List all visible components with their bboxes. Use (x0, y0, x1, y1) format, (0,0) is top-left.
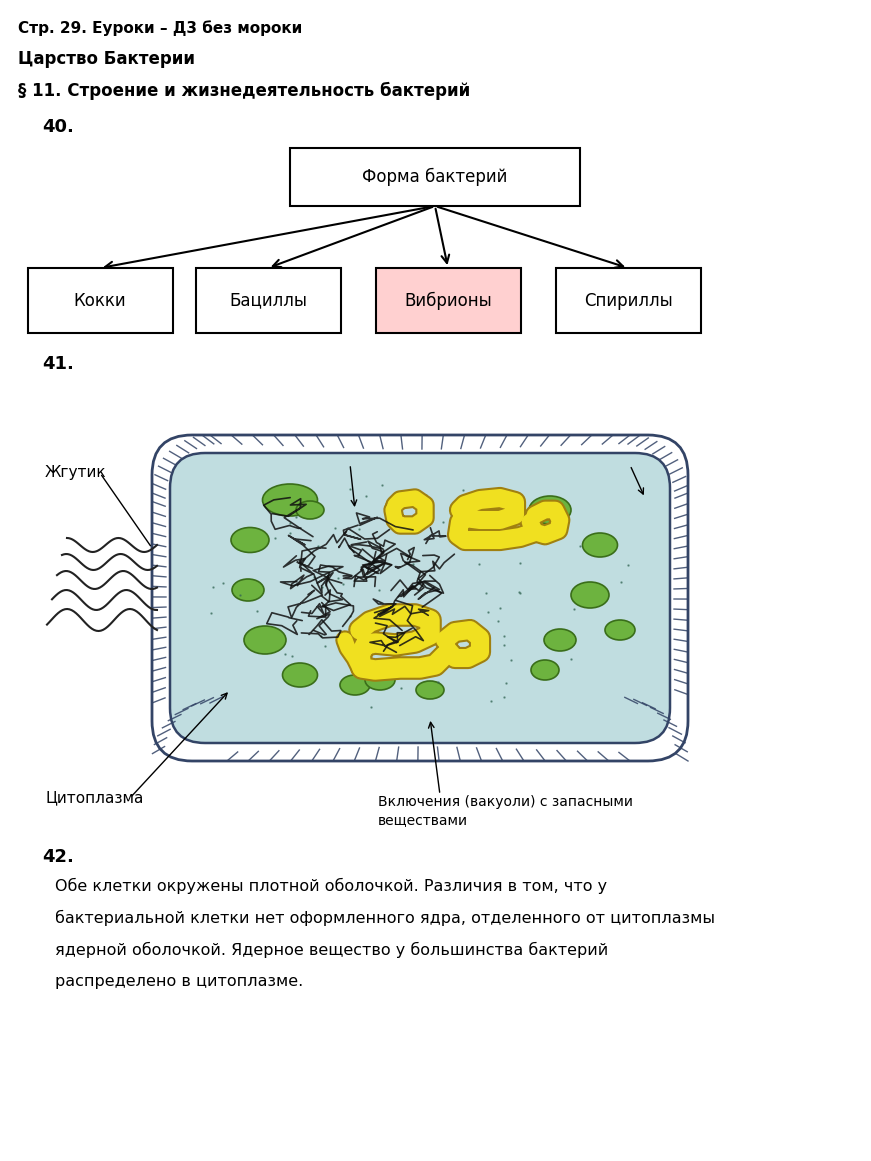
Bar (375, 268, 521, 333)
Text: Стр. 29. Еуроки – Д3 без мороки: Стр. 29. Еуроки – Д3 без мороки (18, 20, 302, 36)
Ellipse shape (416, 682, 444, 699)
Text: 42.: 42. (42, 848, 74, 866)
Ellipse shape (244, 626, 286, 654)
Ellipse shape (296, 502, 324, 519)
Ellipse shape (365, 670, 395, 690)
Text: Вибрионы: Вибрионы (404, 291, 492, 310)
Text: Форма бактерий: Форма бактерий (362, 168, 508, 186)
Text: Оболочка: Оболочка (580, 455, 658, 470)
Text: Спириллы: Спириллы (584, 291, 672, 310)
Bar (556, 268, 700, 333)
Ellipse shape (262, 484, 318, 515)
Ellipse shape (605, 620, 635, 640)
Text: Обе клетки окружены плотной оболочкой. Различия в том, что у: Обе клетки окружены плотной оболочкой. Р… (55, 878, 607, 894)
Text: Бациллы: Бациллы (229, 291, 307, 310)
Text: Включения (вакуоли) с запасными: Включения (вакуоли) с запасными (378, 795, 633, 809)
Ellipse shape (583, 533, 618, 557)
Text: Кокки: Кокки (74, 291, 126, 310)
Text: веществами: веществами (378, 813, 468, 827)
Ellipse shape (231, 527, 269, 553)
Ellipse shape (232, 579, 264, 601)
Ellipse shape (529, 496, 571, 524)
Ellipse shape (544, 629, 576, 651)
Bar (195, 268, 341, 333)
Ellipse shape (340, 675, 370, 695)
Text: Жгутик: Жгутик (45, 466, 106, 479)
Ellipse shape (531, 659, 559, 680)
Bar (290, 147, 580, 205)
FancyBboxPatch shape (170, 453, 670, 743)
Text: 41.: 41. (42, 355, 74, 373)
Text: ядерной оболочкой. Ядерное вещество у большинства бактерий: ядерной оболочкой. Ядерное вещество у бо… (55, 942, 608, 958)
Text: Цитоплазма: Цитоплазма (45, 789, 144, 805)
Ellipse shape (282, 663, 318, 687)
Text: Ядерное вещество: Ядерное вещество (282, 455, 435, 470)
Bar (28, 268, 172, 333)
Text: 40.: 40. (42, 118, 74, 136)
FancyBboxPatch shape (152, 435, 688, 760)
Text: Царство Бактерии: Царство Бактерии (18, 50, 195, 68)
Text: распределено в цитоплазме.: распределено в цитоплазме. (55, 974, 303, 989)
Ellipse shape (571, 582, 609, 608)
Text: § 11. Строение и жизнедеятельность бактерий: § 11. Строение и жизнедеятельность бакте… (18, 82, 470, 100)
Text: бактериальной клетки нет оформленного ядра, отделенного от цитоплазмы: бактериальной клетки нет оформленного яд… (55, 910, 715, 926)
